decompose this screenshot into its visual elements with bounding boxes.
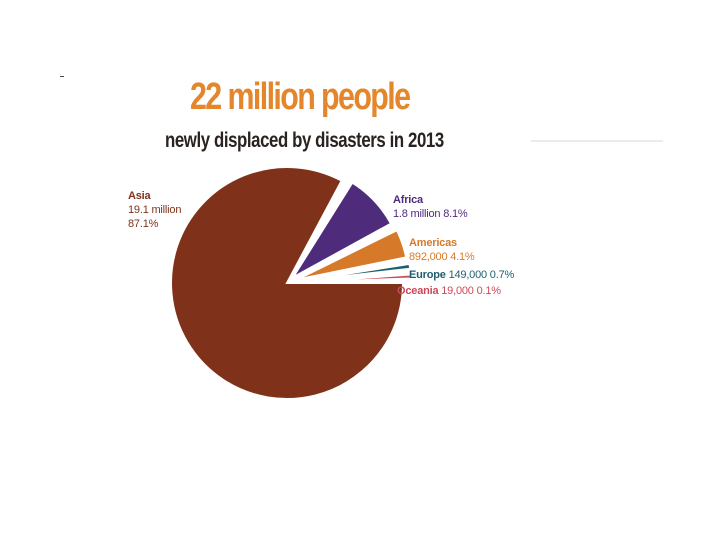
corner-mark — [60, 76, 64, 77]
label-europe-percent: 0.7% — [489, 269, 515, 281]
label-asia: Asia 19.1 million 87.1% — [128, 189, 181, 231]
label-oceania-percent: 0.1% — [476, 285, 501, 297]
chart-subtitle: newly displaced by disasters in 2013 — [165, 129, 444, 152]
label-americas-name: Americas — [409, 237, 457, 249]
label-oceania-amount: 19,000 — [441, 285, 474, 297]
pie-slice-oceania — [298, 273, 412, 284]
label-africa: Africa 1.8 million 8.1% — [393, 193, 468, 221]
label-africa-name: Africa — [393, 194, 423, 206]
pie-slice-americas — [296, 228, 408, 281]
label-europe-amount: 149,000 — [448, 269, 488, 281]
decorative-rule — [531, 140, 663, 142]
pie-slice-europe — [298, 262, 412, 283]
pie-slice-asia — [170, 166, 405, 400]
label-americas: Americas 892,000 4.1% — [409, 236, 475, 264]
label-europe: Europe 149,000 0.7% — [409, 268, 514, 282]
pie-slice-africa — [289, 181, 393, 281]
label-americas-amount: 892,000 — [409, 251, 448, 263]
label-africa-amount: 1.8 million — [393, 208, 441, 220]
label-asia-name: Asia — [128, 190, 151, 202]
label-oceania-name: Oceania — [397, 285, 439, 297]
label-asia-percent: 87.1% — [128, 218, 159, 230]
label-europe-name: Europe — [409, 269, 446, 281]
label-africa-percent: 8.1% — [443, 208, 468, 220]
label-oceania: Oceania 19,000 0.1% — [397, 284, 501, 298]
label-americas-percent: 4.1% — [450, 251, 475, 263]
label-asia-amount: 19.1 million — [128, 204, 182, 216]
